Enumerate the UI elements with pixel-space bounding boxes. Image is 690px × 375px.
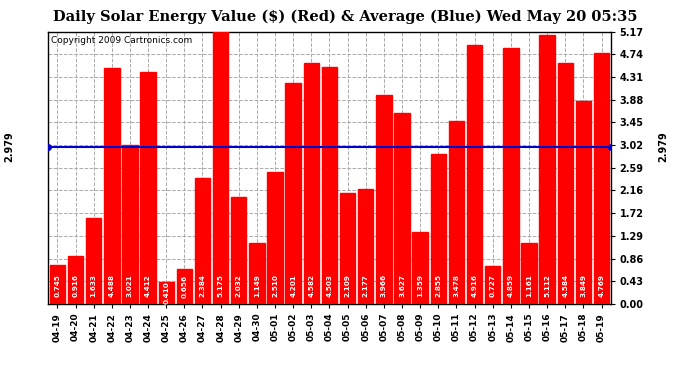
Bar (467, 45, 482, 304)
Text: 2.510: 2.510 (272, 274, 278, 297)
Text: 4.584: 4.584 (562, 274, 569, 297)
Bar (485, 266, 500, 304)
Text: 2.032: 2.032 (236, 274, 241, 297)
Text: 5.175: 5.175 (217, 274, 224, 297)
Text: Copyright 2009 Cartronics.com: Copyright 2009 Cartronics.com (51, 36, 193, 45)
Text: 4.769: 4.769 (599, 274, 604, 297)
Text: 2.979: 2.979 (4, 132, 14, 162)
Bar (122, 145, 137, 304)
Text: 0.410: 0.410 (164, 282, 169, 304)
Text: 3.021: 3.021 (127, 274, 133, 297)
Text: 2.855: 2.855 (435, 274, 442, 297)
Bar (575, 101, 591, 304)
Bar (286, 83, 301, 304)
Text: 4.412: 4.412 (145, 274, 151, 297)
Bar (448, 121, 464, 304)
Bar (594, 53, 609, 304)
Text: 2.109: 2.109 (344, 274, 351, 297)
Text: 0.656: 0.656 (181, 275, 188, 298)
Text: 0.745: 0.745 (55, 274, 60, 297)
Text: 2.979: 2.979 (658, 132, 669, 162)
Bar (522, 243, 537, 304)
Text: Daily Solar Energy Value ($) (Red) & Average (Blue) Wed May 20 05:35: Daily Solar Energy Value ($) (Red) & Ave… (52, 9, 638, 24)
Bar (376, 95, 392, 304)
Text: 4.916: 4.916 (471, 274, 477, 297)
Bar (177, 269, 192, 304)
Bar (267, 172, 283, 304)
Text: 1.633: 1.633 (90, 274, 97, 297)
Text: 4.859: 4.859 (508, 274, 514, 297)
Bar (413, 232, 428, 304)
Text: 1.149: 1.149 (254, 274, 260, 297)
Bar (104, 68, 119, 304)
Bar (558, 63, 573, 304)
Text: 2.384: 2.384 (199, 274, 206, 297)
Bar (431, 154, 446, 304)
Text: 0.916: 0.916 (72, 274, 79, 297)
Text: 4.201: 4.201 (290, 274, 296, 297)
Text: 3.849: 3.849 (580, 274, 586, 297)
Text: 4.582: 4.582 (308, 274, 315, 297)
Bar (394, 113, 410, 304)
Text: 5.112: 5.112 (544, 274, 550, 297)
Text: 1.359: 1.359 (417, 274, 423, 297)
Bar (304, 63, 319, 304)
Bar (68, 256, 83, 304)
Bar (50, 265, 65, 304)
Bar (322, 67, 337, 304)
Text: 4.488: 4.488 (109, 274, 115, 297)
Bar (86, 218, 101, 304)
Text: 1.161: 1.161 (526, 274, 532, 297)
Bar (213, 32, 228, 304)
Text: 4.503: 4.503 (326, 274, 333, 297)
Bar (249, 243, 265, 304)
Bar (195, 178, 210, 304)
Bar (231, 197, 246, 304)
Text: 0.727: 0.727 (490, 274, 495, 297)
Text: 2.177: 2.177 (363, 274, 368, 297)
Text: 3.478: 3.478 (453, 274, 460, 297)
Bar (140, 72, 156, 304)
Text: 3.627: 3.627 (399, 274, 405, 297)
Bar (340, 193, 355, 304)
Bar (159, 282, 174, 304)
Bar (503, 48, 519, 304)
Bar (540, 35, 555, 304)
Bar (358, 189, 373, 304)
Text: 3.966: 3.966 (381, 274, 387, 297)
